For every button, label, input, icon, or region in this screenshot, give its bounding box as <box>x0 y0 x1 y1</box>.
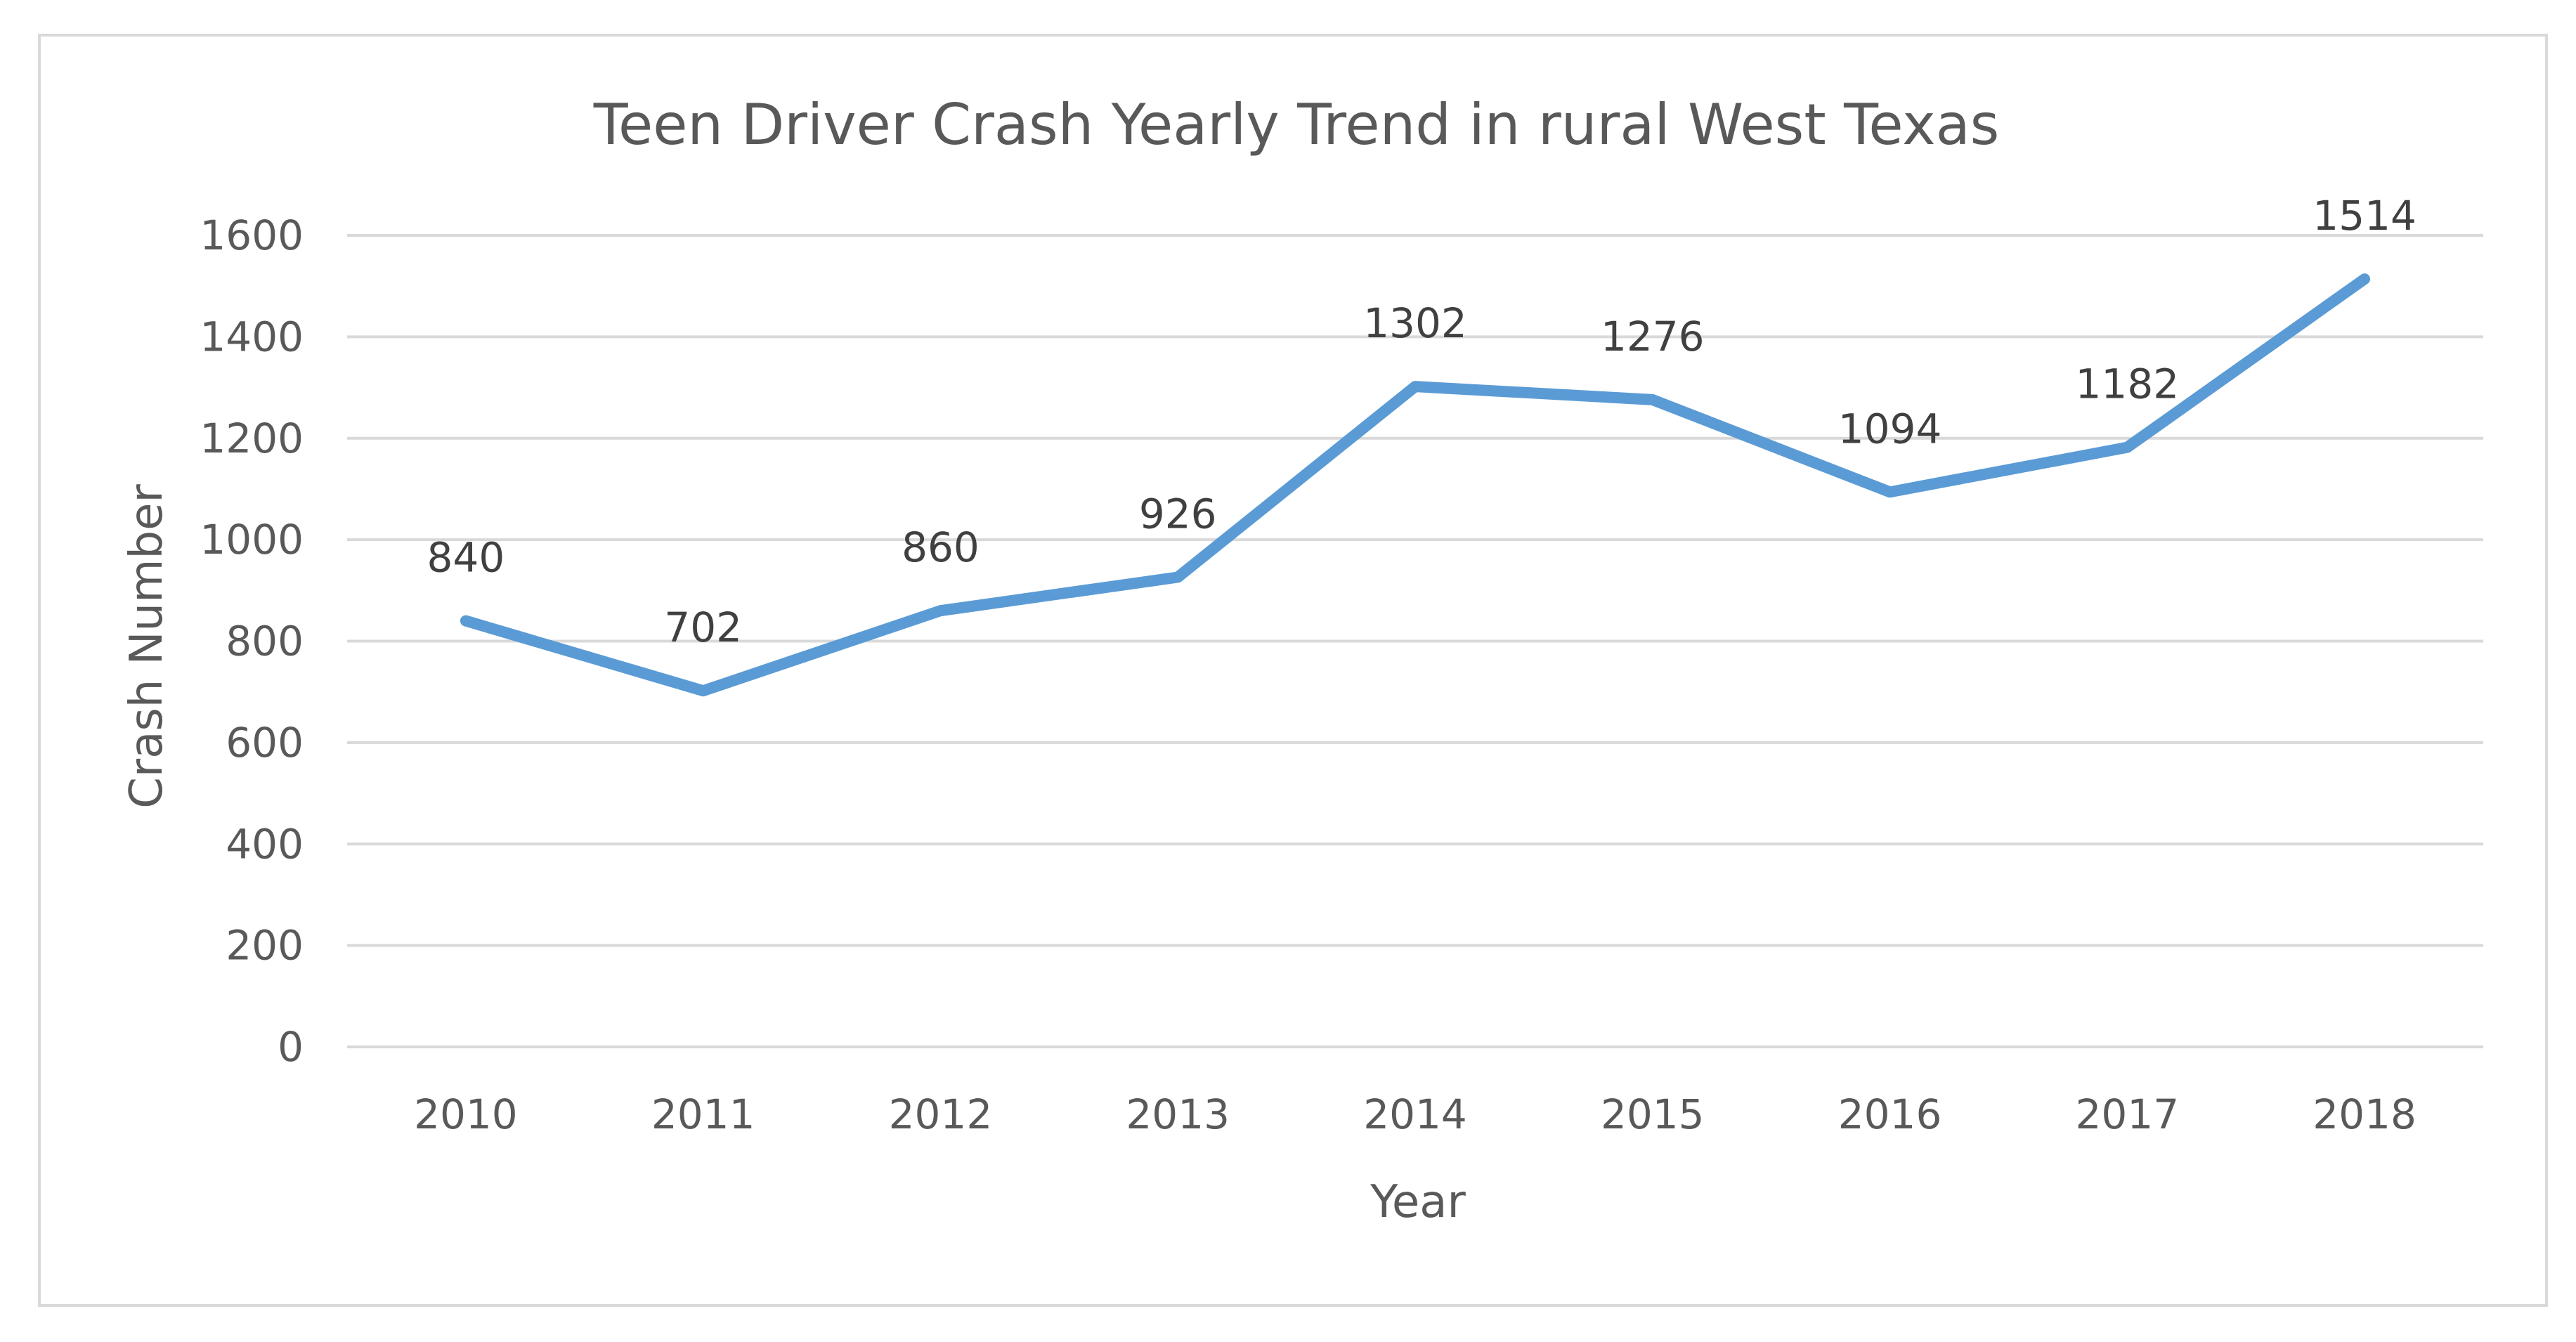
y-tick-label: 1200 <box>200 415 304 462</box>
x-tick-label: 2015 <box>1601 1090 1705 1138</box>
x-axis-ticks: 2010 2011 2012 2013 2014 2015 2016 2017 2018 <box>414 1090 2416 1138</box>
data-label: 1182 <box>2076 360 2180 408</box>
y-tick-label: 400 <box>226 820 304 868</box>
y-axis-ticks: 0 200 400 600 800 1000 1200 1400 1600 <box>200 211 304 1071</box>
x-tick-label: 2013 <box>1126 1090 1230 1138</box>
data-label: 1302 <box>1363 299 1467 347</box>
x-tick-label: 2014 <box>1363 1090 1467 1138</box>
x-axis-title: Year <box>1370 1176 1466 1228</box>
x-tick-label: 2016 <box>1838 1090 1942 1138</box>
x-tick-label: 2012 <box>889 1090 993 1138</box>
chart-title: Teen Driver Crash Yearly Trend in rural … <box>593 92 2000 157</box>
y-tick-label: 200 <box>226 922 304 970</box>
x-tick-label: 2011 <box>651 1090 755 1138</box>
gridlines <box>347 234 2483 1048</box>
data-label: 1276 <box>1601 313 1705 360</box>
y-tick-label: 0 <box>278 1023 304 1071</box>
x-tick-label: 2010 <box>414 1090 518 1138</box>
x-tick-label: 2017 <box>2076 1090 2180 1138</box>
y-tick-label: 800 <box>226 618 304 665</box>
data-label: 840 <box>427 534 505 582</box>
data-label: 860 <box>902 523 980 571</box>
y-tick-label: 600 <box>226 719 304 767</box>
y-axis-title: Crash Number <box>121 484 173 809</box>
data-label: 1514 <box>2312 192 2416 240</box>
series-line <box>460 273 2371 697</box>
data-labels: 840 702 860 926 1302 1276 1094 1182 1514 <box>427 192 2416 651</box>
y-tick-label: 1400 <box>200 313 304 360</box>
data-label: 702 <box>664 604 742 651</box>
y-tick-label: 1000 <box>200 516 304 563</box>
y-tick-label: 1600 <box>200 211 304 259</box>
data-label: 1094 <box>1838 405 1942 452</box>
data-label: 926 <box>1139 490 1217 538</box>
chart-frame <box>38 34 2548 1307</box>
x-tick-label: 2018 <box>2312 1090 2416 1138</box>
